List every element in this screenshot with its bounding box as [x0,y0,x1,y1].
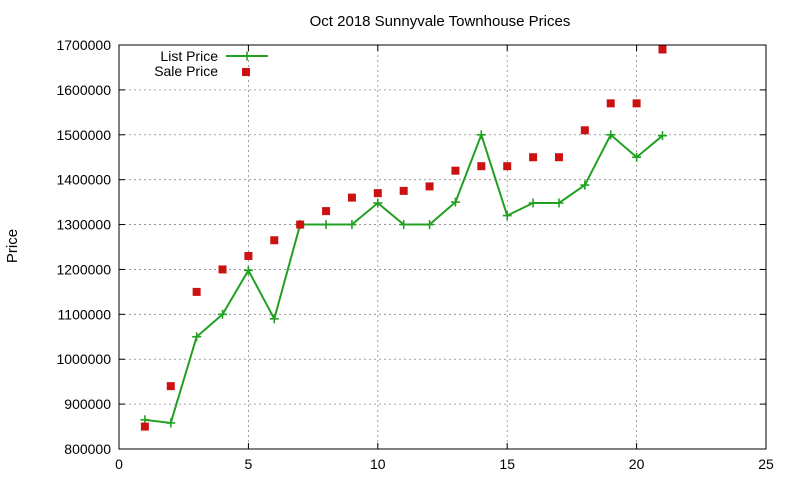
list-price-point [321,220,331,230]
list-price-point [554,198,564,208]
sale-price-point [166,382,175,391]
series-list-price [140,130,667,428]
x-tick-label: 10 [370,456,386,472]
x-tick-label: 15 [499,456,515,472]
series-sale-price [140,45,667,431]
x-tick-label: 0 [115,456,123,472]
y-tick-label: 1400000 [56,172,111,188]
list-price-point [606,130,616,140]
legend-label: List Price [160,48,218,64]
y-tick-label: 1100000 [58,306,112,322]
legend-label: Sale Price [154,63,218,79]
y-tick-label: 1500000 [56,127,111,143]
sale-price-point [218,265,227,274]
list-price-point [502,211,512,221]
list-price-point [373,198,383,208]
sale-price-point [425,182,434,191]
y-tick-label: 1000000 [56,351,111,367]
list-price-point [243,265,253,275]
list-price-point [425,220,435,230]
series-layer [140,45,667,431]
sale-price-point [347,193,356,202]
sale-price-point [580,126,589,135]
list-price-point [450,197,460,207]
chart-title: Oct 2018 Sunnyvale Townhouse Prices [310,13,571,30]
list-price-point [632,152,642,162]
legend-swatch-marker [242,51,252,61]
x-tick-label: 25 [758,456,774,472]
sale-price-point [399,186,408,195]
y-tick-label: 1700000 [56,37,111,53]
y-tick-label: 800000 [64,441,111,457]
sale-price-point [140,422,149,431]
sale-price-point [503,162,512,171]
sale-price-point [373,189,382,198]
y-axis-label: Price [4,229,21,263]
list-price-point [399,220,409,230]
list-price-point [166,418,176,428]
sale-price-point [658,45,667,54]
list-price-point [476,130,486,140]
y-tick-label: 1300000 [56,217,111,233]
axes: 800000 900000 1000000 1100000 1200000 1300000… [56,37,774,472]
sale-price-point [477,162,486,171]
sale-price-point [192,287,201,296]
list-price-point [218,309,228,319]
sale-price-point [529,153,538,162]
sale-price-point [296,220,305,229]
y-tick-label: 1200000 [56,261,111,277]
grid [119,45,766,449]
sale-price-point [244,251,253,260]
list-price-point [347,220,357,230]
y-tick-label: 1600000 [56,82,111,98]
x-tick-label: 20 [629,456,645,472]
legend-swatch-marker [242,68,250,76]
sale-price-point [632,99,641,108]
list-price-point [528,198,538,208]
list-price-line [144,131,664,425]
list-price-point [580,180,590,190]
x-tick-label: 5 [245,456,253,472]
list-price-point [269,314,279,324]
plot-frame [118,44,767,450]
list-price-point [192,332,202,342]
sale-price-point [451,166,460,175]
sale-price-point [270,236,279,245]
list-price-point [657,131,667,141]
sale-price-point [554,153,563,162]
sale-price-point [322,207,331,216]
y-tick-label: 900000 [64,396,111,412]
sale-price-point [606,99,615,108]
